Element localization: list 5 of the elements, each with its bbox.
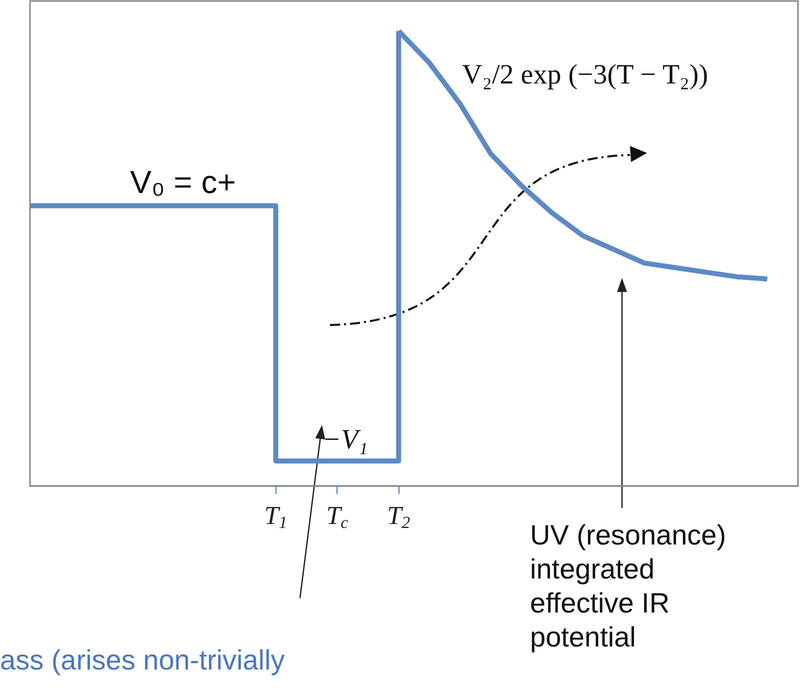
annotation: −V₁ — [322, 424, 368, 456]
annotation: V₂/2 exp (−3(T − T₂)) — [462, 60, 708, 90]
text: ass (arises non-trivially — [0, 644, 285, 676]
annotation: V₀ = c+ — [130, 164, 236, 200]
text: UV (resonance) integrated effective IR potential — [530, 520, 726, 652]
